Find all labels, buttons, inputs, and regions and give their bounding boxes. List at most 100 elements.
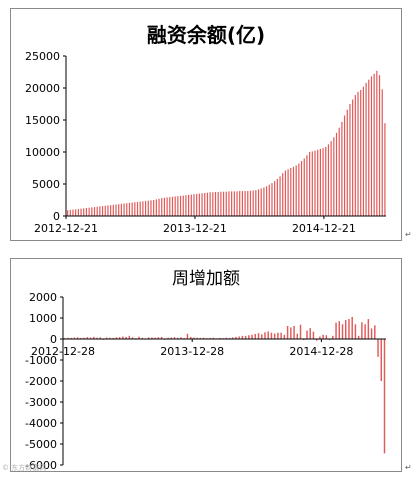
bar xyxy=(161,198,163,216)
x-tick-label: 2012-12-28 xyxy=(31,345,95,358)
bar xyxy=(99,337,101,339)
bar xyxy=(204,192,206,216)
bar xyxy=(299,324,302,339)
bar xyxy=(330,141,332,216)
bar xyxy=(276,178,278,216)
bar xyxy=(212,192,214,216)
bar xyxy=(263,187,265,216)
bar xyxy=(209,192,211,216)
bar xyxy=(292,166,295,216)
bar xyxy=(368,79,370,217)
bar xyxy=(188,194,190,216)
bar xyxy=(247,191,249,216)
bar xyxy=(314,150,316,216)
y-tick-label: 15000 xyxy=(25,114,60,127)
bar xyxy=(319,148,321,216)
bar xyxy=(362,86,365,216)
bar xyxy=(270,332,273,339)
bar xyxy=(257,333,260,339)
bar xyxy=(231,337,234,339)
bar xyxy=(370,328,373,339)
bar xyxy=(126,203,128,216)
bar xyxy=(251,334,253,339)
bar xyxy=(96,337,98,339)
bar xyxy=(120,203,122,216)
bar xyxy=(384,123,386,216)
bar xyxy=(319,336,321,339)
bar xyxy=(80,208,82,216)
bar xyxy=(147,200,149,216)
balance-chart-svg: 0 5000 10000 15000 20000 25000 2012-12-21 2013-… xyxy=(25,50,386,235)
bar xyxy=(107,205,109,216)
y-tick-label: 10000 xyxy=(25,146,60,159)
bar xyxy=(150,200,152,216)
bar xyxy=(209,337,211,339)
bar xyxy=(325,335,328,339)
bar xyxy=(244,191,246,216)
bar xyxy=(144,200,147,216)
weekly-change-chart-panel: 周增加额 2000 1000 0 -1000 -2000 -3000 -4000 -5000 -… xyxy=(10,258,402,472)
bar xyxy=(141,337,143,339)
bar xyxy=(255,190,257,216)
bar xyxy=(109,337,111,339)
paragraph-mark: ↵ xyxy=(405,230,412,239)
bar xyxy=(354,95,356,216)
bar xyxy=(170,337,173,339)
bar xyxy=(202,337,205,339)
bar xyxy=(220,191,222,216)
bar xyxy=(193,194,195,216)
bar xyxy=(125,336,127,339)
bar xyxy=(315,339,318,341)
bar xyxy=(99,206,101,216)
bar xyxy=(345,320,347,339)
bar xyxy=(189,336,192,339)
bar xyxy=(360,89,362,216)
bar xyxy=(293,325,295,339)
bar xyxy=(115,337,118,339)
bar xyxy=(128,335,131,339)
bar xyxy=(160,336,163,339)
bar xyxy=(354,324,357,339)
bar xyxy=(166,197,168,216)
bar xyxy=(219,337,221,339)
watermark: © 东方财富网 xyxy=(2,464,47,472)
bar xyxy=(158,198,160,216)
bar xyxy=(273,333,276,339)
bar xyxy=(93,207,96,216)
y-tick-label: -5000 xyxy=(25,438,57,451)
bar xyxy=(151,337,153,339)
bar xyxy=(335,322,337,339)
bar xyxy=(185,195,187,216)
bar xyxy=(177,337,179,339)
bar xyxy=(180,337,182,339)
bar xyxy=(343,115,346,216)
bar xyxy=(101,206,104,216)
bar xyxy=(277,332,279,339)
bar xyxy=(383,339,386,454)
bar xyxy=(268,184,270,216)
bar xyxy=(348,319,350,339)
bar xyxy=(142,201,144,216)
bar xyxy=(327,144,330,216)
bar xyxy=(112,204,114,216)
bar xyxy=(346,109,348,216)
bar xyxy=(199,337,202,339)
y-tick-label: -2000 xyxy=(25,375,57,388)
bar xyxy=(214,192,217,216)
bar xyxy=(157,337,160,339)
bar xyxy=(271,183,273,216)
bar xyxy=(105,337,108,339)
y-tick-label: -6000 xyxy=(25,459,57,472)
bar xyxy=(264,332,266,339)
bar xyxy=(171,196,174,216)
bar xyxy=(231,191,233,216)
balance-chart-panel: 融资余额(亿) 0 5000 10000 15000 20000 25000 2012-12… xyxy=(10,8,402,241)
bar xyxy=(274,181,276,216)
bar xyxy=(76,337,79,339)
bar xyxy=(279,176,281,216)
bar xyxy=(298,163,300,216)
bar xyxy=(179,195,182,216)
x-tick-label: 2013-12-21 xyxy=(163,222,227,235)
bar xyxy=(300,160,303,216)
bar xyxy=(284,170,287,216)
